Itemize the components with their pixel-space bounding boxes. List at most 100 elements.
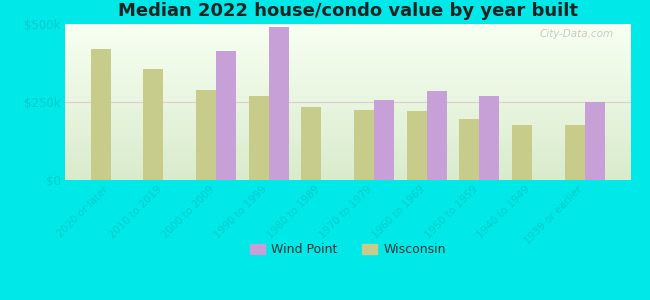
Bar	[65, 175, 630, 176]
Bar	[65, 176, 630, 177]
Bar	[65, 85, 630, 86]
Bar	[65, 146, 630, 147]
Bar	[65, 94, 630, 95]
Bar	[65, 54, 630, 55]
Bar	[65, 56, 630, 57]
Bar	[354, 110, 374, 180]
Bar	[65, 120, 630, 121]
Bar	[65, 89, 630, 90]
Bar	[65, 33, 630, 34]
Bar	[65, 49, 630, 50]
Bar	[65, 121, 630, 122]
Bar	[65, 118, 630, 119]
Bar	[65, 41, 630, 42]
Bar	[65, 157, 630, 158]
Bar	[65, 44, 630, 45]
Bar	[65, 77, 630, 78]
Bar	[65, 123, 630, 124]
Bar	[65, 25, 630, 26]
Bar	[249, 96, 268, 180]
Bar	[65, 173, 630, 174]
Bar	[65, 59, 630, 60]
Bar	[65, 167, 630, 168]
Bar	[65, 112, 630, 113]
Bar	[65, 152, 630, 153]
Bar	[374, 100, 394, 180]
Bar	[65, 109, 630, 110]
Bar	[65, 172, 630, 173]
Bar	[65, 65, 630, 66]
Bar	[65, 136, 630, 137]
Bar	[65, 83, 630, 84]
Bar	[65, 110, 630, 111]
Title: Median 2022 house/condo value by year built: Median 2022 house/condo value by year bu…	[118, 2, 578, 20]
Bar	[91, 49, 111, 180]
Bar	[65, 72, 630, 73]
Bar	[65, 141, 630, 142]
Bar	[65, 70, 630, 71]
Bar	[65, 162, 630, 163]
Bar	[65, 140, 630, 141]
Bar	[65, 129, 630, 130]
Bar	[65, 84, 630, 85]
Bar	[65, 103, 630, 104]
Bar	[65, 130, 630, 131]
Bar	[65, 170, 630, 171]
Bar	[65, 68, 630, 69]
Bar	[65, 163, 630, 164]
Bar	[65, 24, 630, 25]
Bar	[65, 174, 630, 175]
Bar	[65, 169, 630, 170]
Bar	[65, 47, 630, 48]
Bar	[65, 67, 630, 68]
Bar	[196, 89, 216, 180]
Bar	[302, 107, 321, 180]
Bar	[65, 99, 630, 100]
Bar	[65, 119, 630, 120]
Bar	[65, 64, 630, 65]
Bar	[65, 53, 630, 54]
Bar	[65, 108, 630, 109]
Bar	[65, 76, 630, 77]
Bar	[65, 168, 630, 169]
Bar	[65, 71, 630, 72]
Bar	[65, 105, 630, 106]
Bar	[65, 144, 630, 145]
Bar	[65, 66, 630, 67]
Bar	[427, 91, 447, 180]
Bar	[65, 95, 630, 96]
Bar	[65, 126, 630, 127]
Bar	[65, 55, 630, 56]
Bar	[65, 160, 630, 161]
Bar	[65, 128, 630, 129]
Bar	[65, 154, 630, 155]
Bar	[65, 61, 630, 62]
Bar	[65, 132, 630, 133]
Bar	[65, 28, 630, 29]
Bar	[268, 27, 289, 180]
Bar	[65, 51, 630, 52]
Bar	[65, 57, 630, 58]
Bar	[65, 50, 630, 51]
Bar	[65, 124, 630, 125]
Text: City-Data.com: City-Data.com	[540, 29, 614, 39]
Bar	[65, 45, 630, 46]
Bar	[65, 48, 630, 49]
Bar	[65, 114, 630, 115]
Bar	[585, 102, 604, 180]
Bar	[65, 131, 630, 132]
Bar	[65, 60, 630, 61]
Bar	[65, 116, 630, 117]
Bar	[65, 177, 630, 178]
Bar	[65, 150, 630, 151]
Bar	[65, 145, 630, 146]
Bar	[65, 169, 630, 170]
Bar	[65, 159, 630, 160]
Bar	[65, 102, 630, 103]
Bar	[65, 88, 630, 89]
Bar	[65, 92, 630, 93]
Bar	[65, 97, 630, 98]
Bar	[65, 42, 630, 43]
Bar	[65, 36, 630, 37]
Bar	[65, 79, 630, 80]
